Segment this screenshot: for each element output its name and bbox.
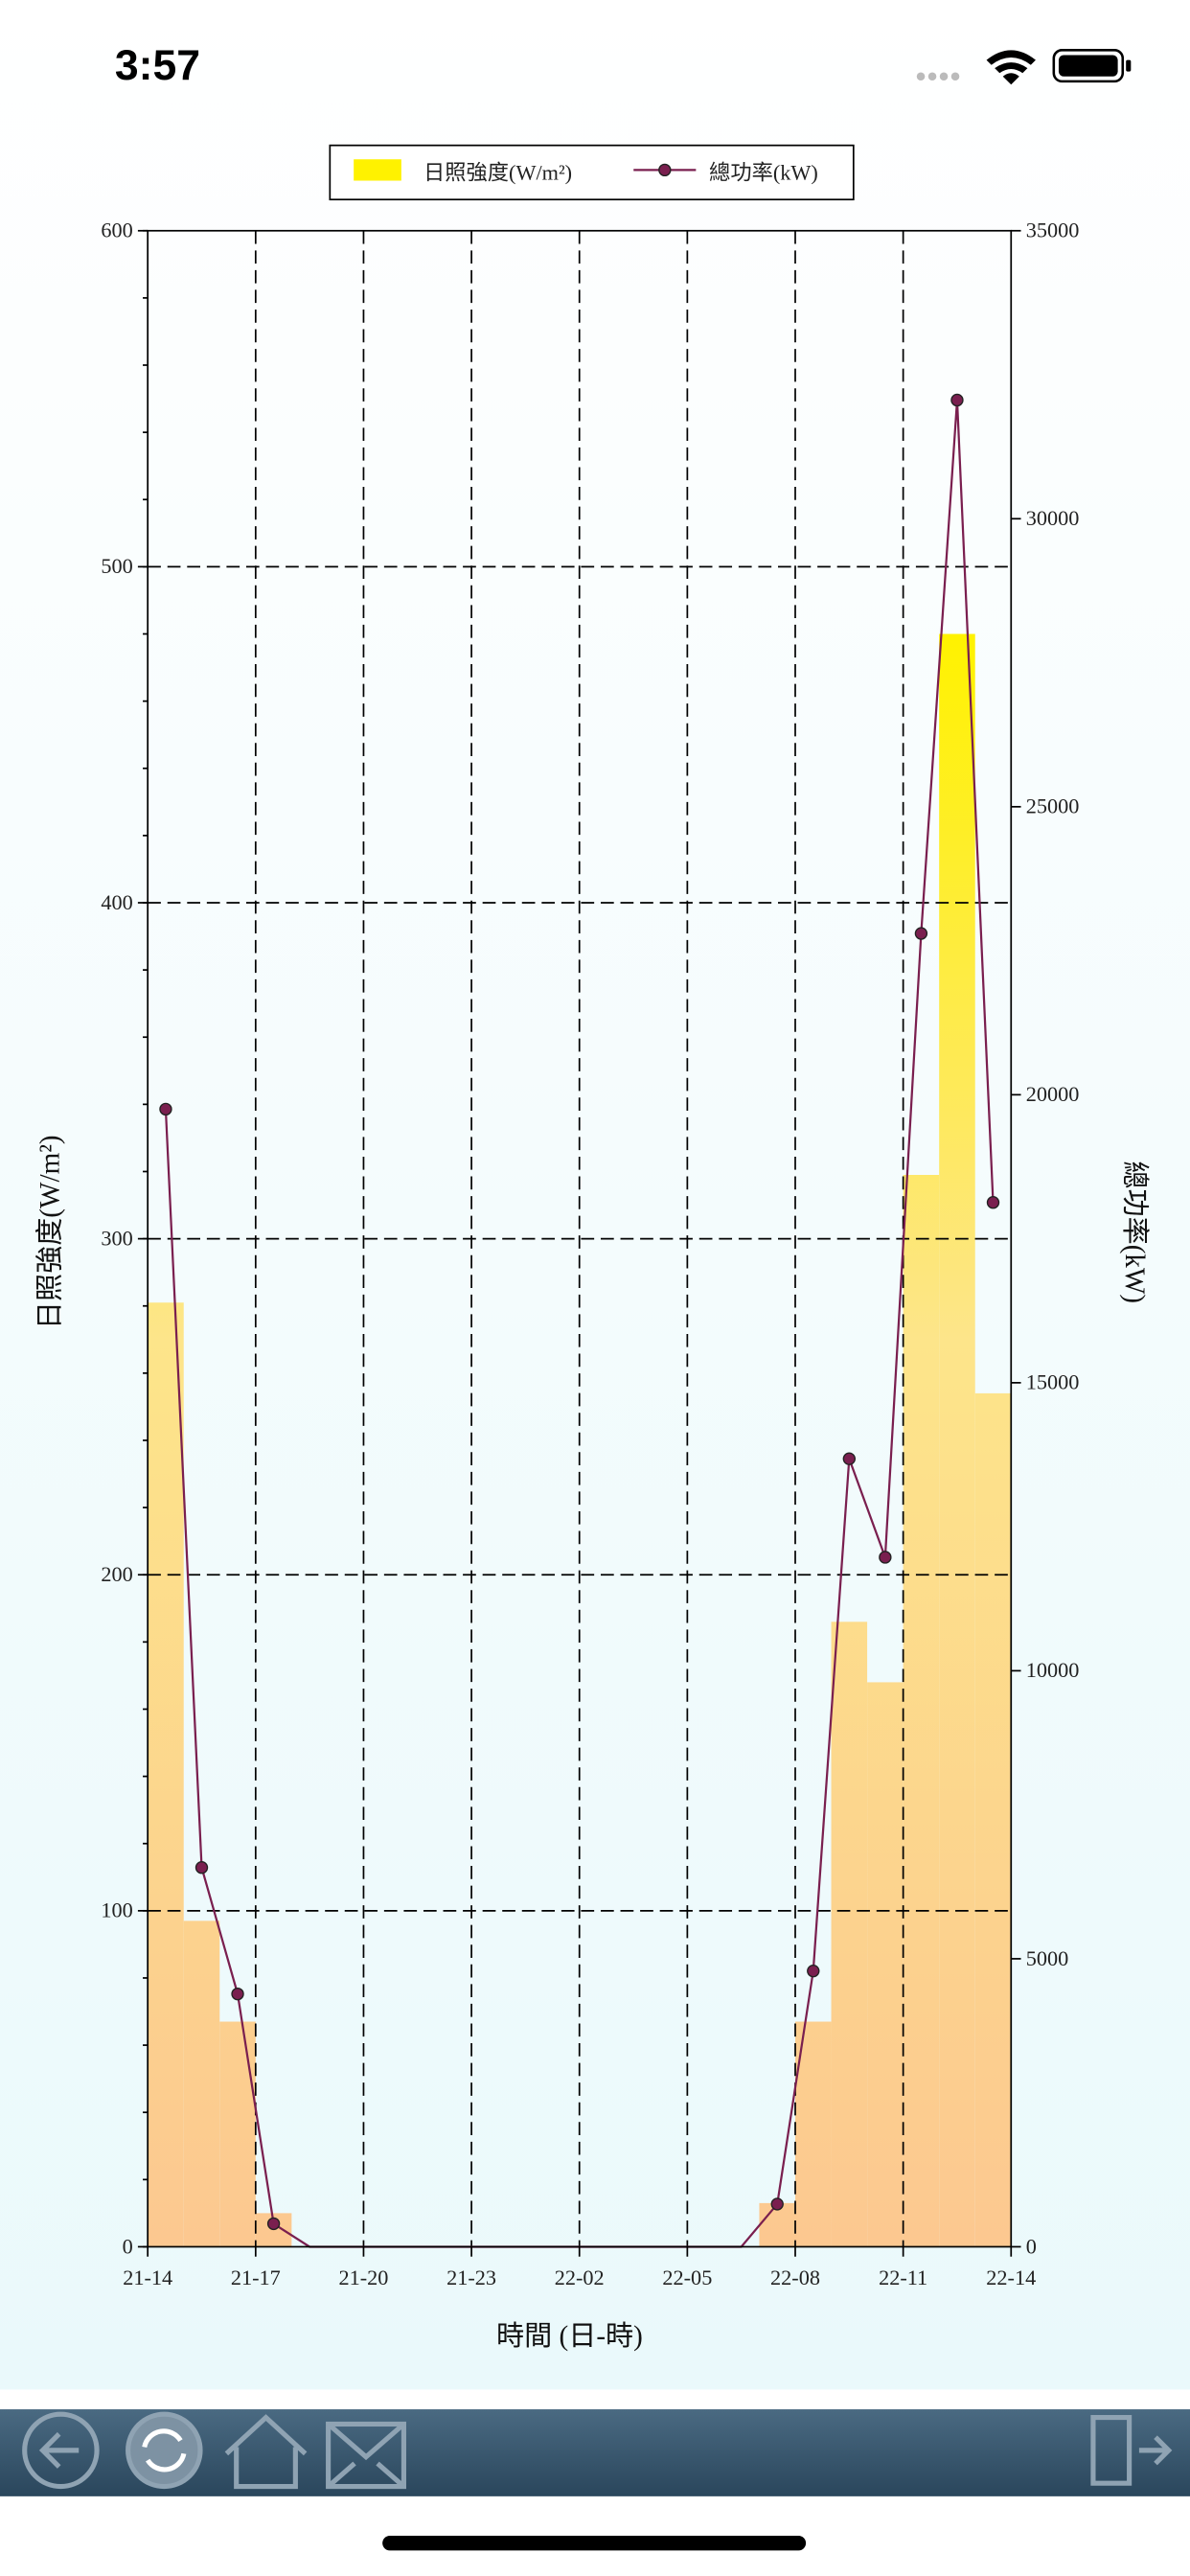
home-indicator bbox=[382, 2535, 807, 2551]
x-tick-label: 21-20 bbox=[338, 2266, 388, 2289]
power-point bbox=[159, 1102, 172, 1116]
bar bbox=[183, 1920, 220, 2247]
y2-tick-label: 0 bbox=[1026, 2234, 1037, 2258]
status-icons bbox=[916, 49, 1132, 85]
bar bbox=[903, 1174, 940, 2247]
x-axis-label: 時間 (日-時) bbox=[496, 2320, 643, 2352]
x-tick-label: 21-14 bbox=[123, 2266, 172, 2289]
power-point bbox=[770, 2197, 784, 2211]
y2-axis-label: 總功率(kW) bbox=[1119, 1161, 1151, 1303]
power-point bbox=[914, 927, 928, 940]
power-point bbox=[231, 1987, 244, 2001]
y-axis-label: 日照強度(W/m²) bbox=[34, 1135, 66, 1329]
y2-tick-label: 15000 bbox=[1026, 1370, 1080, 1394]
bar bbox=[148, 1302, 184, 2247]
x-tick-label: 22-02 bbox=[555, 2266, 605, 2289]
power-point bbox=[842, 1452, 856, 1465]
y2-tick-label: 35000 bbox=[1026, 218, 1080, 242]
x-tick-label: 22-05 bbox=[662, 2266, 712, 2289]
bar bbox=[867, 1682, 904, 2247]
y2-tick-label: 10000 bbox=[1026, 1658, 1080, 1682]
x-tick-label: 22-11 bbox=[879, 2266, 927, 2289]
toolbar-icons bbox=[22, 2411, 1173, 2490]
legend-label: 總功率(kW) bbox=[709, 161, 818, 185]
plot bbox=[148, 633, 1012, 2247]
mail-button[interactable] bbox=[326, 2421, 406, 2490]
power-point bbox=[879, 1551, 892, 1564]
legend: 日照強度(W/m²) 總功率(kW) bbox=[329, 144, 855, 201]
y-tick-label: 600 bbox=[101, 218, 132, 242]
home-button[interactable] bbox=[224, 2414, 308, 2490]
y-tick-label: 100 bbox=[101, 1898, 132, 1922]
legend-box bbox=[329, 144, 855, 201]
back-button[interactable] bbox=[22, 2411, 100, 2490]
status-time: 3:57 bbox=[115, 42, 200, 89]
bar bbox=[974, 1392, 1012, 2247]
y2-tick-label: 5000 bbox=[1026, 1946, 1069, 1970]
power-point bbox=[266, 2217, 281, 2231]
exit-button[interactable] bbox=[1090, 2415, 1173, 2486]
bar bbox=[831, 1622, 868, 2247]
x-tick-label: 22-08 bbox=[770, 2266, 820, 2289]
bar bbox=[794, 2021, 832, 2247]
y2-tick-label: 25000 bbox=[1026, 794, 1080, 818]
legend-marker bbox=[658, 163, 672, 177]
legend-swatch bbox=[354, 159, 401, 181]
y2-tick-label: 30000 bbox=[1026, 506, 1080, 530]
y-tick-label: 0 bbox=[123, 2234, 133, 2258]
power-point bbox=[195, 1861, 209, 1874]
bar bbox=[939, 633, 975, 2247]
y-tick-label: 400 bbox=[101, 890, 132, 914]
y-tick-label: 200 bbox=[101, 1562, 132, 1586]
legend-label: 日照強度(W/m²) bbox=[423, 161, 572, 185]
x-tick-label: 21-17 bbox=[231, 2266, 281, 2289]
x-tick-label: 22-14 bbox=[986, 2266, 1036, 2289]
refresh-button[interactable] bbox=[126, 2411, 203, 2490]
x-tick-label: 21-23 bbox=[446, 2266, 496, 2289]
power-point bbox=[807, 1964, 820, 1978]
y-tick-label: 500 bbox=[101, 554, 132, 578]
power-point bbox=[986, 1196, 1000, 1209]
y2-tick-label: 20000 bbox=[1026, 1082, 1080, 1106]
power-point bbox=[950, 393, 964, 407]
y-tick-label: 300 bbox=[101, 1226, 132, 1250]
bar bbox=[219, 2021, 256, 2247]
